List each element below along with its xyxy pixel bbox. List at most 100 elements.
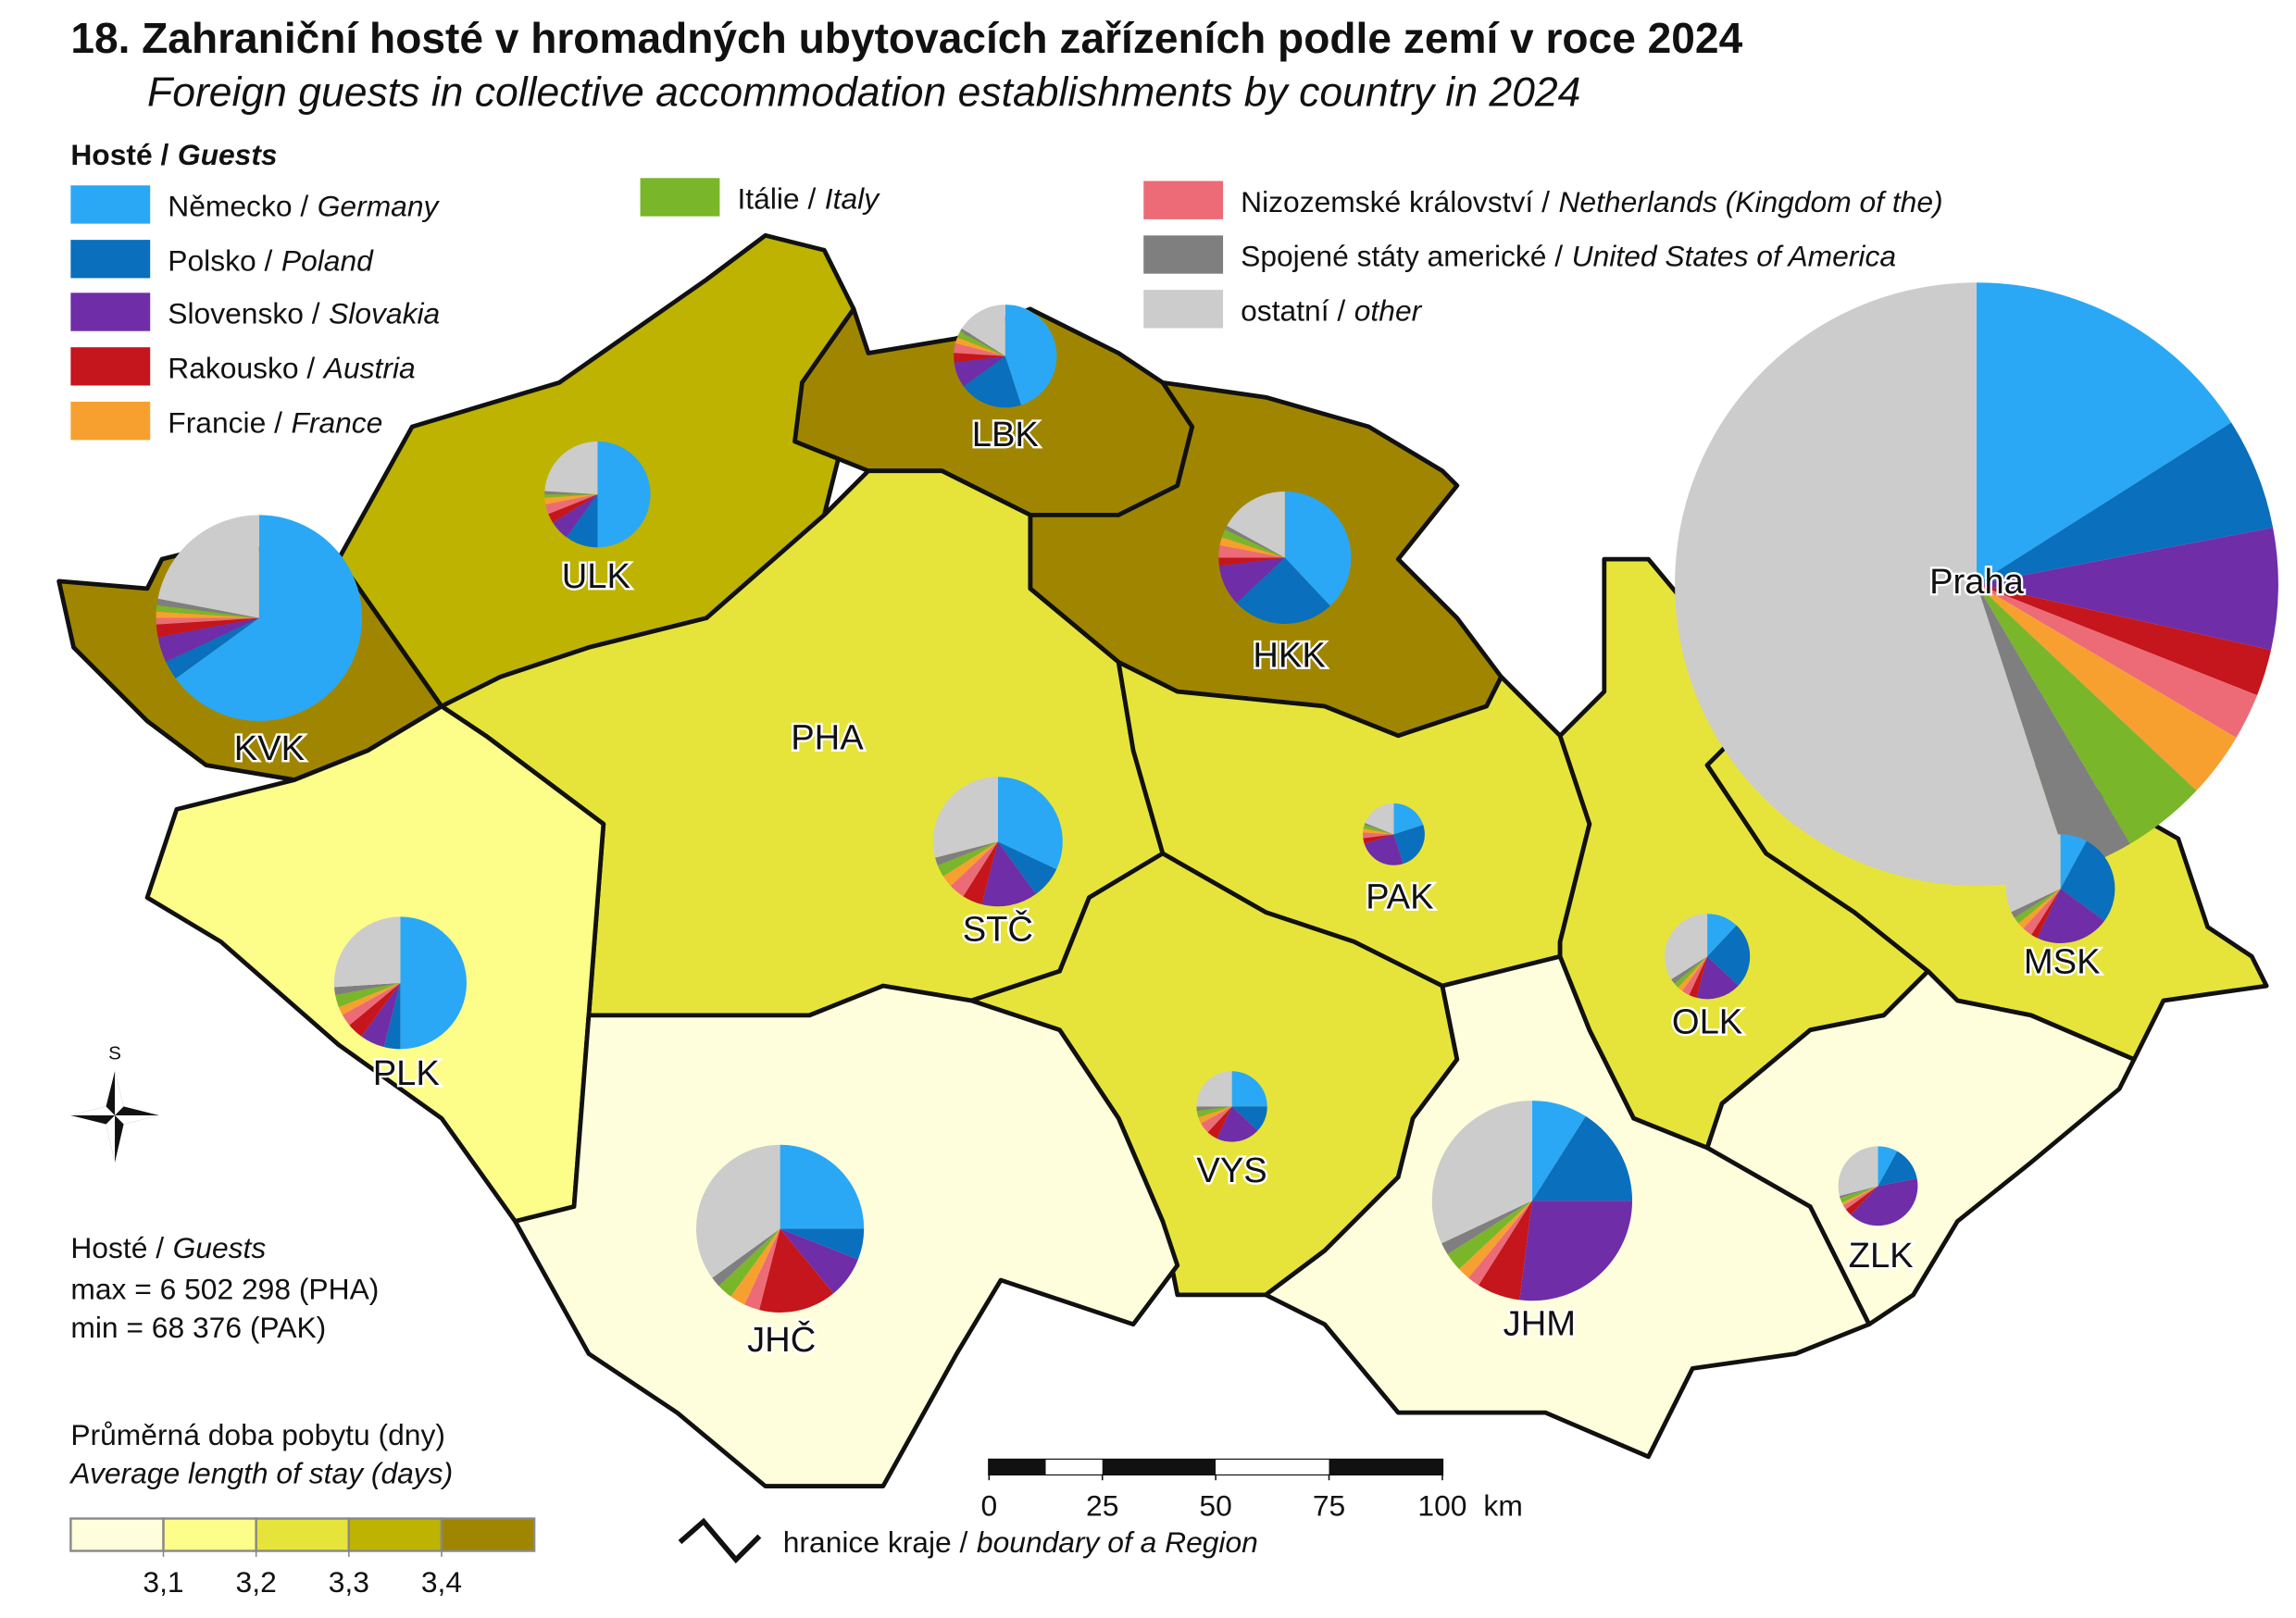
pie-slice [942,841,998,887]
legend-label-en: France [291,405,382,439]
scale-tick-label: 75 [1313,1488,1345,1522]
stay-swatch [162,1517,257,1552]
pie-slice [1842,1186,1878,1210]
legend-label: Itálie / Italy [737,182,880,216]
pie-slice [932,777,998,858]
pie-slice [1196,1106,1232,1112]
legend-label-en: other [1354,294,1423,328]
pie-slice [960,328,1005,356]
legend-label: Spojené státy americké / United States of… [1241,240,1896,273]
pie-slice [400,916,467,1050]
region-label: STČ [963,908,1033,949]
pie-slice [1363,825,1394,835]
stay-break-label: 3,3 [329,1565,369,1599]
legend-swatch [70,240,151,279]
legend-label-cz: Itálie / [737,182,816,216]
pie-slice [1219,537,1285,558]
region-label: OLK [1672,1002,1743,1041]
north-star-light [70,1071,159,1163]
pie-slice [1664,914,1708,979]
legend-label-en: United States of America [1572,240,1896,273]
pie-slice [2011,889,2061,918]
labels: Praha PHA KVK ULK LBK HKK STČ PLK PAK VYS JHČ JHM OL… [231,413,2103,1362]
legend-label: Polsko / Poland [168,243,374,277]
pie-slice [1447,1201,1532,1270]
pie-slice [544,494,598,498]
boundary-legend: hranice kraje / boundary of a Region [783,1525,1258,1559]
pie-slice [1689,956,1708,998]
legend-swatch [70,347,151,386]
pie-slice [1217,1106,1258,1142]
pie-slice [1363,832,1394,839]
stay-legend-title-en: Average length of stay (days) [69,1456,453,1489]
pie-slice [981,841,1036,907]
stay-swatch [440,1517,536,1552]
pie-slice [175,515,363,721]
legend-label: Slovensko / Slovakia [168,297,440,330]
pie-slice [1236,557,1330,625]
pie-slice [2023,889,2061,935]
region-label: ULK [562,556,631,596]
pie-slice [548,494,598,523]
scale-unit: km [1483,1488,1522,1522]
legend-label-en: Austria [322,352,416,385]
pie-label: Praha [1929,562,2025,602]
pie-slice [780,1228,865,1260]
stay-legend-title-cz: Průměrná doba pobytu (dny) [70,1418,445,1451]
pie-slice [1218,557,1285,566]
pie-slice [553,494,598,538]
pie-slice [1671,956,1708,984]
subtitle: Foreign guests in collective accommodati… [147,69,1580,115]
pie-slice [544,494,598,504]
pie-slice [1201,1106,1232,1133]
pie-slice [1681,956,1708,995]
scale-segment [1216,1459,1329,1475]
guests-note-cz: Hosté / [70,1231,164,1264]
region-label: JHČ [747,1319,816,1360]
pie-slice [1976,584,2130,872]
pie-slice [744,1228,780,1311]
pie-slice [937,841,998,877]
pie-slice [157,515,259,618]
pie-slice [1363,828,1394,835]
scale-tick-label: 25 [1086,1488,1118,1522]
pie-slice [955,337,1005,356]
scale-tick-label: 100 [1417,1488,1466,1522]
pie-slice [1284,491,1352,606]
stay-legend: 3,1 3,2 3,3 3,4 [69,1517,536,1599]
pie-slice [156,617,259,638]
pie-slice [156,611,259,618]
pie-slice [935,841,998,866]
pie-slice [2060,840,2115,921]
pie-slice [334,982,401,996]
stay-break-label: 3,2 [236,1565,277,1599]
pie-slice [1364,823,1394,835]
title-text: Zahraniční hosté v hromadných ubytovacíc… [142,14,1742,62]
legend-label-cz: Německo / [168,190,308,223]
legend-swatch [1143,290,1224,329]
legend-title-cz: Hosté / [70,138,168,171]
legend-label: ostatní / other [1241,294,1422,328]
boundary-en: boundary of a Region [977,1525,1258,1559]
pie-slice [1878,1146,1898,1187]
pie-slice [545,494,598,515]
pie-slice [954,353,1005,363]
pie-slice [1207,1106,1232,1139]
pie-slice [1976,584,2237,791]
pie-slice [997,841,1057,894]
pie-slice [597,441,651,548]
pie-slice [1393,803,1424,835]
legend-label-cz: Slovensko / [168,297,319,330]
stay-break-label: 3,1 [143,1565,183,1599]
pie-slice [712,1228,780,1287]
legend-label-en: Poland [281,243,374,277]
pie-slice [695,1144,780,1278]
pie-slice [1707,925,1751,986]
pie-slice [1976,584,2257,738]
title-number: 18. [70,14,130,62]
scale-segment [1045,1459,1103,1475]
pie-slice [1531,1101,1586,1201]
pie-slice [1678,956,1708,991]
legend-label: Francie / France [168,405,382,439]
